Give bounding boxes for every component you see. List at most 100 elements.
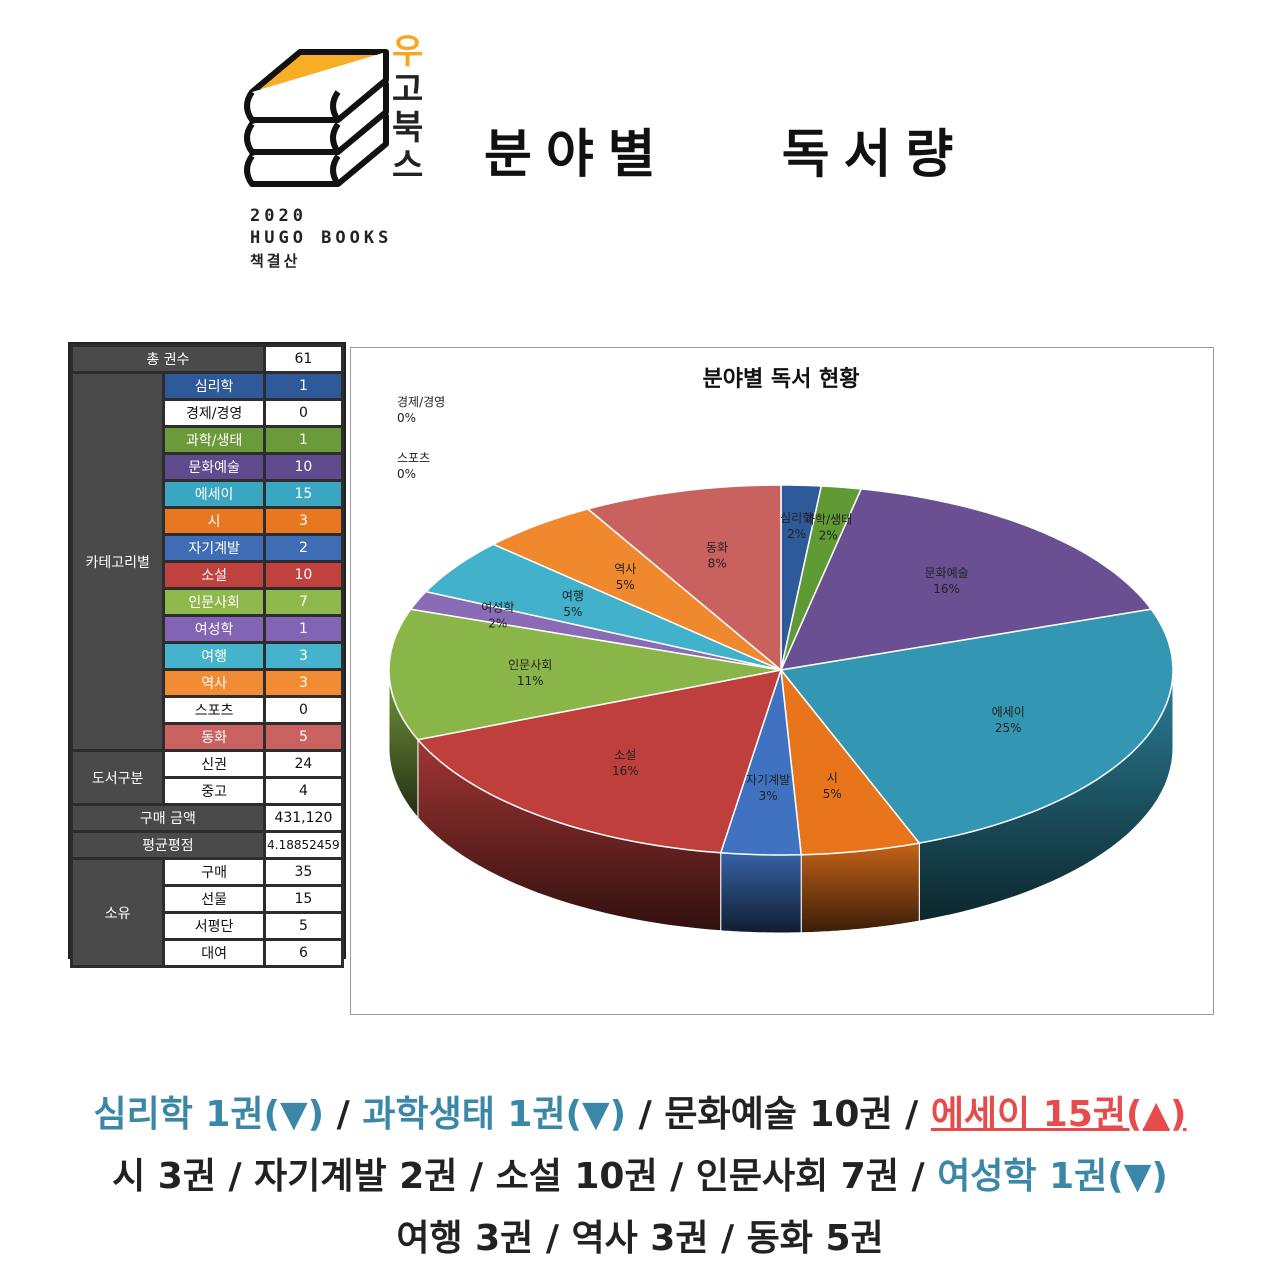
- data-label-percent: 3%: [759, 789, 778, 803]
- data-label-category: 에세이: [992, 705, 1025, 719]
- pie-side-시: [800, 842, 920, 934]
- logo-char-2: 고: [392, 70, 424, 110]
- category-value: 1: [262, 614, 345, 644]
- ownership-label: 선물: [162, 884, 266, 914]
- category-label: 시: [162, 506, 266, 536]
- ownership-value: 35: [262, 857, 345, 887]
- pie-top-faces: [388, 484, 1174, 856]
- zero-label-percent: 0%: [397, 467, 416, 481]
- pie-slice-자기계발: [719, 669, 803, 856]
- hugo-books-logo: [244, 49, 389, 187]
- ownership-group-label: 소유: [69, 857, 166, 968]
- data-label-percent: 16%: [612, 764, 639, 778]
- category-label: 인문사회: [162, 587, 266, 617]
- category-label: 에세이: [162, 479, 266, 509]
- data-label-category: 문화예술: [925, 566, 969, 580]
- zero-label-category: 경제/경영: [397, 395, 445, 409]
- ownership-value: 6: [262, 938, 345, 968]
- category-label: 역사: [162, 668, 266, 698]
- logo-char-3: 북: [392, 108, 424, 148]
- data-label-category: 여성학: [481, 601, 514, 615]
- ownership-label: 대여: [162, 938, 266, 968]
- category-value: 1: [262, 425, 345, 455]
- data-label-category: 자기계발: [746, 773, 790, 787]
- category-label: 경제/경영: [162, 398, 266, 428]
- type-label: 중고: [162, 776, 266, 806]
- data-label-percent: 25%: [995, 721, 1022, 735]
- summary-segment: 여행 3권 / 역사 3권 / 동화 5권: [396, 1218, 884, 1259]
- data-label-percent: 16%: [933, 582, 960, 596]
- pie-slice-소설: [416, 669, 783, 854]
- logo-name: HUGO BOOKS: [250, 228, 393, 248]
- category-value: 2: [262, 533, 345, 563]
- category-value: 0: [262, 398, 345, 428]
- category-group-label: 카테고리별: [69, 371, 166, 752]
- summary-line: 시 3권 / 자기계발 2권 / 소설 10권 / 인문사회 7권 / 여성학 …: [0, 1146, 1280, 1208]
- pie-side-자기계발: [720, 852, 802, 934]
- data-label-category: 과학/생태: [804, 512, 852, 526]
- category-label: 심리학: [162, 371, 266, 401]
- pie-chart: 분야별 독서 현황 심리학 2% 과학/생태 2% 문화예술 16% 에세이 25% 시 5% 자기…: [350, 347, 1214, 1015]
- pie-side-walls: [388, 669, 1174, 934]
- ownership-value: 15: [262, 884, 345, 914]
- pie-labels: 심리학2%과학/생태2%문화예술16%에세이25%시5%자기계발3%소설16%인…: [481, 511, 1025, 803]
- type-value: 4: [262, 776, 345, 806]
- data-label-category: 여행: [562, 588, 584, 603]
- data-label-percent: 8%: [708, 557, 727, 571]
- data-label-category: 심리학: [780, 511, 813, 525]
- ownership-label: 구매: [162, 857, 266, 887]
- type-label: 신권: [162, 749, 266, 779]
- ownership-label: 서평단: [162, 911, 266, 941]
- category-label: 스포츠: [162, 695, 266, 725]
- data-label-category: 인문사회: [508, 658, 552, 672]
- summary-line: 여행 3권 / 역사 3권 / 동화 5권: [0, 1208, 1280, 1270]
- type-value: 24: [262, 749, 345, 779]
- summary-segment: / 문화예술 10권 /: [626, 1094, 931, 1135]
- price-value: 431,120: [262, 803, 345, 833]
- logo-year: 2020: [250, 206, 307, 226]
- total-value: 61: [262, 344, 345, 374]
- summary-segment: 여성학 1권(▼): [937, 1156, 1168, 1197]
- category-value: 10: [262, 452, 345, 482]
- data-label-percent: 2%: [819, 528, 838, 542]
- category-value: 3: [262, 506, 345, 536]
- summary-segment: 과학생태 1권(▼): [362, 1094, 627, 1135]
- stats-table: 총 권수 61 카테고리별 심리학 1 경제/경영 0 과학/생태 1 문화예술 10 에세이 15 시 3…: [68, 342, 346, 968]
- data-label-category: 소설: [614, 748, 636, 762]
- logo-char-1: 우: [392, 32, 424, 72]
- pie-slice-문화예술: [779, 488, 1153, 671]
- data-label-percent: 5%: [616, 578, 635, 592]
- category-value: 10: [262, 560, 345, 590]
- logo-vertical-text: 우 고 북 스: [392, 34, 423, 184]
- summary-segment: 에세이 15권(▲): [930, 1094, 1187, 1135]
- pie-slice-에세이: [779, 608, 1174, 844]
- category-value: 15: [262, 479, 345, 509]
- rating-value: 4.18852459: [262, 830, 345, 860]
- category-label: 소설: [162, 560, 266, 590]
- page-title: 분야별 독서량: [484, 125, 968, 185]
- category-value: 3: [262, 641, 345, 671]
- logo-subtitle: 책결산: [250, 252, 301, 270]
- data-label-percent: 5%: [823, 787, 842, 801]
- pie-slice-여행: [424, 543, 782, 671]
- book-stack-icon: [244, 49, 389, 187]
- summary-text: 심리학 1권(▼) / 과학생태 1권(▼) / 문화예술 10권 / 에세이 …: [0, 1084, 1280, 1270]
- category-label: 과학/생태: [162, 425, 266, 455]
- summary-segment: /: [324, 1094, 363, 1135]
- category-value: 5: [262, 722, 345, 752]
- rating-label: 평균평점: [70, 830, 266, 860]
- pie-slice-인문사회: [388, 608, 782, 741]
- chart-title: 분야별 독서 현황: [703, 367, 860, 392]
- category-value: 7: [262, 587, 345, 617]
- category-value: 3: [262, 668, 345, 698]
- data-label-category: 역사: [614, 562, 636, 576]
- summary-segment: 시 3권 / 자기계발 2권 / 소설 10권 / 인문사회 7권 /: [112, 1156, 938, 1197]
- data-label-category: 동화: [706, 541, 728, 555]
- total-label: 총 권수: [70, 344, 266, 374]
- zero-label-category: 스포츠: [397, 451, 430, 465]
- summary-line: 심리학 1권(▼) / 과학생태 1권(▼) / 문화예술 10권 / 에세이 …: [0, 1084, 1280, 1146]
- logo-char-4: 스: [392, 146, 424, 186]
- zero-label-percent: 0%: [397, 411, 416, 425]
- pie-slice-동화: [586, 484, 782, 672]
- category-label: 여성학: [162, 614, 266, 644]
